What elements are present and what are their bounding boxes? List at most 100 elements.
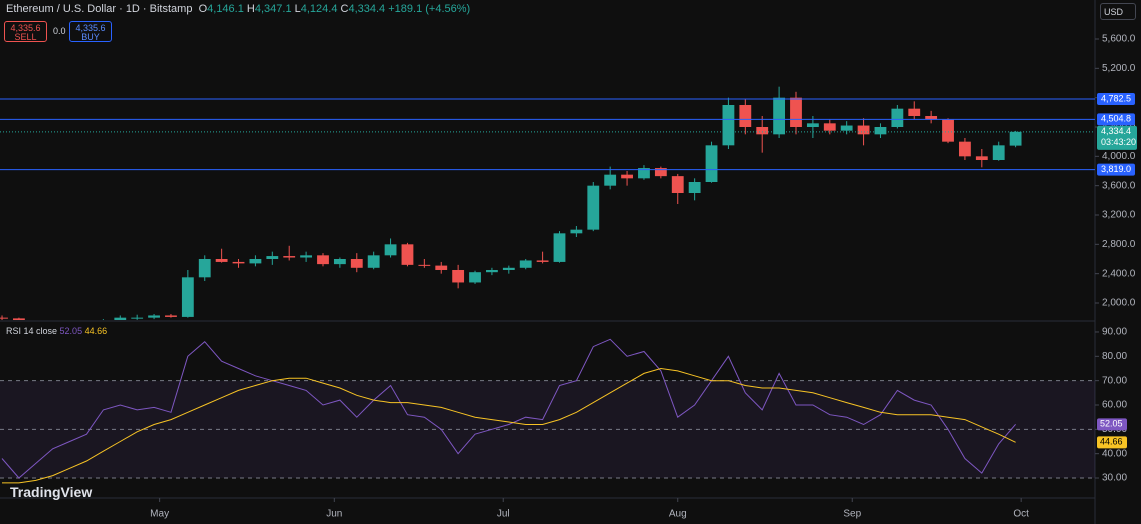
- x-tick-label: May: [150, 509, 169, 520]
- candle-body: [790, 97, 802, 128]
- buy-button[interactable]: 4,335.6 BUY: [69, 21, 112, 42]
- candle-body: [756, 127, 769, 135]
- candle-body: [959, 141, 971, 157]
- legend-name: RSI 14 close: [6, 326, 58, 336]
- logo: TradingView: [10, 484, 93, 500]
- buy-label: BUY: [81, 32, 100, 42]
- candle-body: [502, 267, 515, 270]
- buy-price: 4,335.6: [75, 23, 106, 33]
- legend-value: 44.66: [84, 326, 108, 336]
- candle-body: [486, 269, 498, 273]
- y-tick-label: 40.00: [1102, 448, 1127, 459]
- candle-body: [148, 315, 160, 318]
- candle-body: [317, 255, 329, 265]
- ohlc-value: 4,124.4: [300, 3, 338, 15]
- candle-body: [992, 145, 1005, 160]
- candle-body: [671, 176, 684, 193]
- y-tick-label: 70.00: [1102, 375, 1127, 386]
- level-label: 4,782.5: [1101, 93, 1131, 103]
- sell-button[interactable]: 4,335.6 SELL: [4, 21, 47, 42]
- candle-body: [249, 258, 262, 264]
- candle-body: [570, 229, 583, 234]
- x-tick-label: Jun: [326, 509, 342, 520]
- x-tick-label: Oct: [1013, 509, 1029, 520]
- y-tick-label: 60.00: [1102, 400, 1127, 411]
- countdown: 03:43:20: [1101, 137, 1136, 147]
- y-tick-label: 2,000.0: [1102, 298, 1136, 309]
- candle-body: [215, 258, 228, 262]
- y-tick-label: 3,200.0: [1102, 210, 1136, 221]
- sell-label: SELL: [14, 32, 37, 42]
- last-price-label: 4,334.4: [1101, 126, 1131, 136]
- candle-body: [823, 123, 836, 131]
- y-tick-label: 30.00: [1102, 473, 1127, 484]
- candle-body: [384, 244, 397, 256]
- x-tick-label: Jul: [497, 509, 510, 520]
- candle-body: [0, 317, 8, 319]
- candle-body: [874, 127, 887, 135]
- y-tick-label: 2,400.0: [1102, 268, 1136, 279]
- y-tick-label: 3,600.0: [1102, 180, 1136, 191]
- value-tag: [1097, 418, 1127, 431]
- candle-body: [165, 315, 177, 317]
- candle-body: [654, 168, 667, 177]
- currency-select[interactable]: USD: [1100, 3, 1136, 20]
- candle-body: [621, 174, 633, 179]
- candle-body: [536, 260, 549, 262]
- candle-body: [350, 258, 363, 268]
- candle-body: [300, 255, 313, 258]
- axes: 2,000.0 2,400.0 2,800.0 3,200.0 3,600.0 4,000…: [0, 34, 1137, 520]
- level-tag: [1097, 92, 1135, 105]
- rsi-line: [2, 367, 1016, 484]
- rsi-pane: [0, 338, 1095, 484]
- rsi-line: [1, 338, 1016, 479]
- ohlc-value: 4,347.1: [254, 3, 292, 15]
- candle-body: [925, 116, 938, 120]
- candle-body: [942, 119, 954, 142]
- candle-body: [333, 258, 346, 265]
- y-tick-label: 2,800.0: [1102, 239, 1136, 250]
- candle-body: [435, 265, 448, 270]
- legend-value: 52.05: [59, 326, 83, 336]
- candle-body: [722, 105, 735, 146]
- candle-body: [553, 233, 566, 262]
- candle-body: [114, 317, 127, 320]
- y-tick-label: 90.00: [1102, 327, 1127, 338]
- candle-body: [519, 260, 532, 268]
- ohlc-key: L: [294, 3, 301, 15]
- candle-body: [688, 181, 701, 193]
- candle-body: [908, 108, 921, 117]
- level-label: 3,819.0: [1101, 164, 1131, 174]
- candle-body: [401, 244, 414, 265]
- candle-body: [604, 174, 617, 186]
- candle-body: [198, 258, 211, 278]
- candle-body: [840, 125, 853, 131]
- ohlc-key: C: [340, 3, 349, 15]
- candle-body: [418, 264, 431, 266]
- candle-body: [857, 125, 870, 135]
- spread: 0.0: [53, 26, 66, 36]
- candle-body: [975, 156, 988, 160]
- candle-body: [469, 272, 481, 283]
- value-tag-label: 52.05: [1100, 419, 1123, 429]
- candle-body: [131, 317, 144, 319]
- y-tick-label: 5,600.0: [1102, 34, 1136, 45]
- candle-body: [806, 123, 819, 128]
- level-label: 4,504.8: [1101, 114, 1131, 124]
- symbol: Ethereum / U.S. Dollar · 1D · Bitstamp: [6, 3, 193, 15]
- ohlc-value: 4,146.1: [207, 3, 244, 15]
- candle-body: [705, 145, 718, 182]
- candle-body: [638, 168, 650, 179]
- candle-body: [739, 105, 752, 128]
- y-tick-label: 80.00: [1102, 351, 1127, 362]
- ohlc-key: O: [198, 3, 208, 15]
- candle-body: [266, 256, 279, 259]
- x-tick-label: Aug: [669, 509, 687, 520]
- symbol-header: Ethereum / U.S. Dollar · 1D · Bitstamp O…: [6, 3, 470, 15]
- level-tag: [1097, 163, 1135, 176]
- x-tick-label: Sep: [843, 509, 861, 520]
- candle-body: [891, 108, 904, 128]
- rsi-legend: RSI 14 close 52.05 44.66: [6, 326, 107, 336]
